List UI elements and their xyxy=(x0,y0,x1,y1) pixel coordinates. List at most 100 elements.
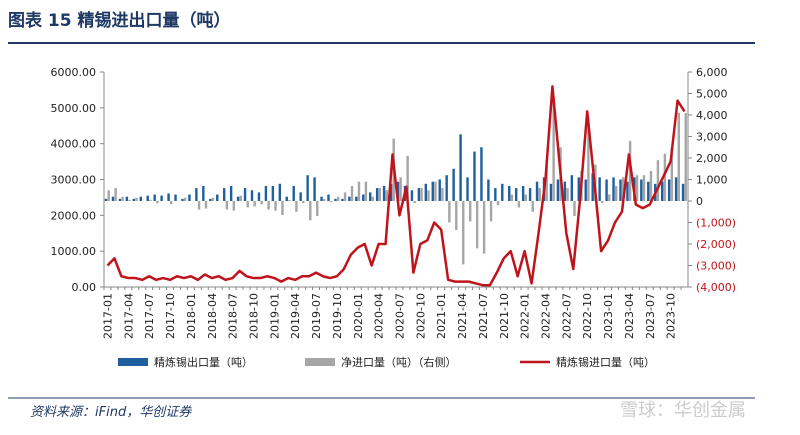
legend-swatch xyxy=(118,358,148,366)
x-tick-label: 2017-04 xyxy=(122,293,135,339)
bar xyxy=(364,181,368,201)
y2-tick-label: 2,000 xyxy=(696,152,728,165)
bar xyxy=(211,197,215,201)
y-tick-label: 6000.00 xyxy=(51,66,97,79)
bar xyxy=(181,198,184,201)
x-tick-label: 2019-07 xyxy=(310,293,323,339)
x-tick-label: 2022-04 xyxy=(539,293,552,339)
x-tick-label: 2018-01 xyxy=(185,293,198,339)
bar xyxy=(677,112,680,201)
legend-label: 精炼锡进口量（吨） xyxy=(556,355,655,369)
bar xyxy=(538,188,541,201)
bar xyxy=(121,196,124,201)
bar xyxy=(640,179,643,201)
bar xyxy=(615,185,618,201)
bar xyxy=(232,201,236,211)
bar xyxy=(413,201,416,204)
bar xyxy=(195,188,198,201)
bar xyxy=(139,196,142,201)
bar xyxy=(598,177,601,201)
bar xyxy=(410,190,414,201)
bar xyxy=(302,201,305,204)
bar xyxy=(260,201,263,205)
bar xyxy=(482,201,486,254)
y2-tick-label: 5,000 xyxy=(696,88,728,101)
bar xyxy=(473,151,476,201)
bar xyxy=(104,198,108,201)
bar xyxy=(183,197,187,201)
bar xyxy=(316,201,319,217)
bar xyxy=(209,198,212,201)
bar xyxy=(320,196,323,201)
bar xyxy=(375,188,379,201)
bar xyxy=(350,185,354,201)
x-tick-label: 2020-01 xyxy=(352,293,365,339)
bar xyxy=(577,177,580,201)
bar xyxy=(635,175,639,201)
bar xyxy=(170,201,173,205)
bar xyxy=(160,195,163,201)
bar xyxy=(663,153,667,201)
bar xyxy=(438,179,441,201)
bar xyxy=(257,192,261,201)
bar xyxy=(514,188,518,201)
bar xyxy=(667,179,671,201)
y-tick-label: 2000.00 xyxy=(51,209,97,222)
bar xyxy=(549,183,553,201)
bar xyxy=(146,195,149,201)
bar xyxy=(243,188,247,201)
bar xyxy=(197,201,201,210)
bar xyxy=(480,147,483,201)
x-tick-label: 2023-07 xyxy=(644,293,657,339)
bar xyxy=(524,194,528,201)
legend-swatch xyxy=(305,358,335,366)
bar xyxy=(591,173,594,201)
bar xyxy=(475,201,479,249)
x-tick-label: 2018-04 xyxy=(206,293,219,339)
bar xyxy=(343,192,347,201)
x-tick-label: 2019-01 xyxy=(268,293,281,339)
bar xyxy=(552,97,555,201)
bar xyxy=(674,177,678,201)
y-tick-label: 4000.00 xyxy=(51,138,97,151)
bar xyxy=(355,196,358,201)
bar xyxy=(153,194,156,201)
y-tick-label: 5000.00 xyxy=(51,102,97,115)
x-tick-label: 2020-10 xyxy=(414,293,427,339)
bar xyxy=(309,201,312,221)
bar xyxy=(389,183,393,201)
bar xyxy=(156,201,159,204)
bar xyxy=(149,199,152,201)
bar xyxy=(441,188,444,201)
bar xyxy=(431,181,434,201)
y2-tick-label: (3,000) xyxy=(696,260,736,273)
line xyxy=(106,85,686,287)
bar xyxy=(341,198,344,201)
bar xyxy=(531,201,534,212)
bar xyxy=(501,183,504,201)
watermark: 雪球：华创金属 xyxy=(620,400,746,421)
bar xyxy=(563,181,567,201)
x-tick-label: 2020-04 xyxy=(373,293,386,339)
bar xyxy=(608,194,611,201)
bar xyxy=(510,194,514,201)
bar xyxy=(684,112,687,201)
bar xyxy=(399,177,402,201)
bar xyxy=(264,185,268,201)
bar xyxy=(656,160,660,201)
legend-label: 精炼锡出口量（吨） xyxy=(154,355,253,369)
bar xyxy=(118,198,122,201)
y-tick-label: 3000.00 xyxy=(51,174,97,187)
x-tick-label: 2021-07 xyxy=(477,293,490,339)
y2-tick-label: 6,000 xyxy=(696,66,728,79)
bar xyxy=(111,196,115,201)
bar xyxy=(348,196,351,201)
bar xyxy=(334,198,337,201)
bar xyxy=(299,192,302,201)
bar xyxy=(167,193,170,201)
chart-title: 图表 15 精锡进出口量（吨） xyxy=(8,10,231,31)
bar xyxy=(329,201,333,203)
bar xyxy=(385,190,388,201)
bar xyxy=(487,179,490,201)
bar xyxy=(267,201,270,210)
